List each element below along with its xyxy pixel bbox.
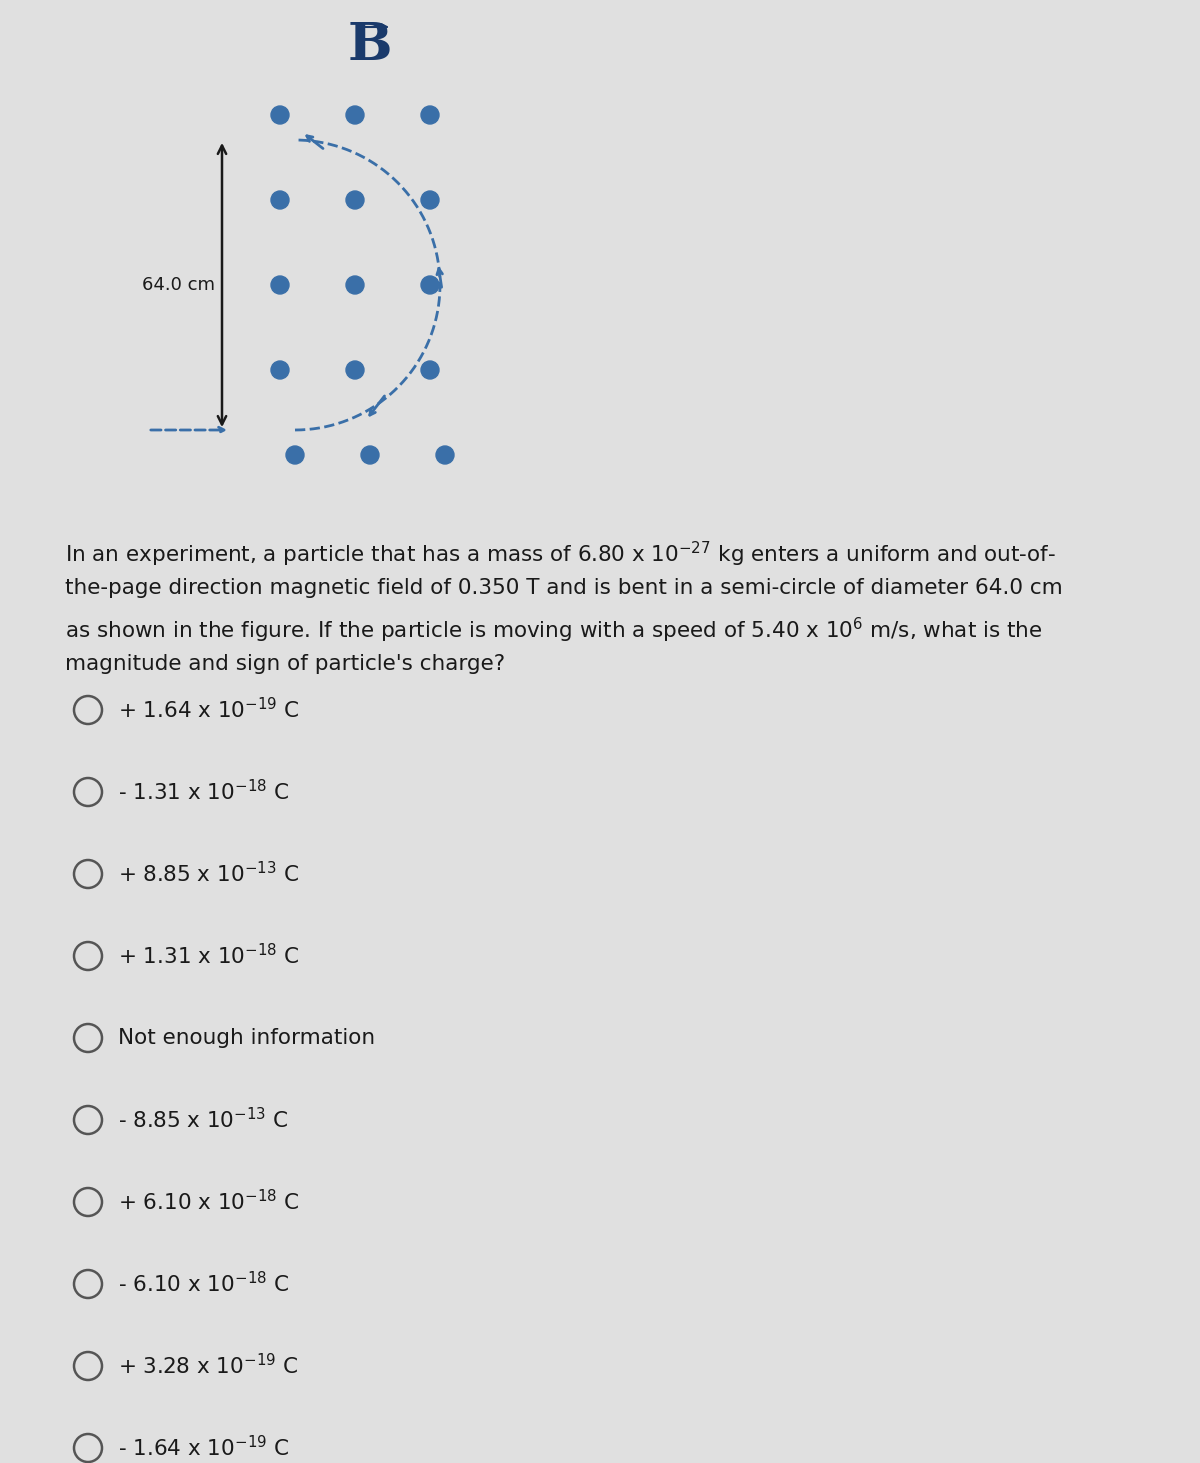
Circle shape (286, 446, 304, 464)
Circle shape (421, 277, 439, 294)
Circle shape (346, 192, 364, 209)
Text: + 1.64 x 10$^{-19}$ C: + 1.64 x 10$^{-19}$ C (118, 698, 300, 723)
Text: + 6.10 x 10$^{-18}$ C: + 6.10 x 10$^{-18}$ C (118, 1189, 300, 1214)
Circle shape (436, 446, 454, 464)
Circle shape (421, 192, 439, 209)
Circle shape (346, 105, 364, 124)
Text: - 6.10 x 10$^{-18}$ C: - 6.10 x 10$^{-18}$ C (118, 1271, 289, 1296)
Text: as shown in the figure. If the particle is moving with a speed of 5.40 x 10$^{6}: as shown in the figure. If the particle … (65, 616, 1043, 645)
Circle shape (421, 361, 439, 379)
Circle shape (271, 105, 289, 124)
Text: + 1.31 x 10$^{-18}$ C: + 1.31 x 10$^{-18}$ C (118, 944, 300, 969)
Text: - 1.31 x 10$^{-18}$ C: - 1.31 x 10$^{-18}$ C (118, 780, 289, 805)
Text: Not enough information: Not enough information (118, 1028, 376, 1048)
Text: magnitude and sign of particle's charge?: magnitude and sign of particle's charge? (65, 654, 505, 674)
Circle shape (346, 277, 364, 294)
Text: the-page direction magnetic field of 0.350 T and is bent in a semi-circle of dia: the-page direction magnetic field of 0.3… (65, 578, 1063, 598)
Text: B: B (348, 19, 392, 70)
Circle shape (271, 192, 289, 209)
Text: - 1.64 x 10$^{-19}$ C: - 1.64 x 10$^{-19}$ C (118, 1435, 289, 1460)
Circle shape (346, 361, 364, 379)
Text: In an experiment, a particle that has a mass of 6.80 x 10$^{-27}$ kg enters a un: In an experiment, a particle that has a … (65, 540, 1056, 569)
Text: + 8.85 x 10$^{-13}$ C: + 8.85 x 10$^{-13}$ C (118, 862, 299, 887)
Text: 64.0 cm: 64.0 cm (142, 277, 215, 294)
Circle shape (421, 105, 439, 124)
Circle shape (271, 277, 289, 294)
Circle shape (271, 361, 289, 379)
Text: - 8.85 x 10$^{-13}$ C: - 8.85 x 10$^{-13}$ C (118, 1107, 289, 1132)
Circle shape (361, 446, 379, 464)
Text: + 3.28 x 10$^{-19}$ C: + 3.28 x 10$^{-19}$ C (118, 1353, 299, 1378)
